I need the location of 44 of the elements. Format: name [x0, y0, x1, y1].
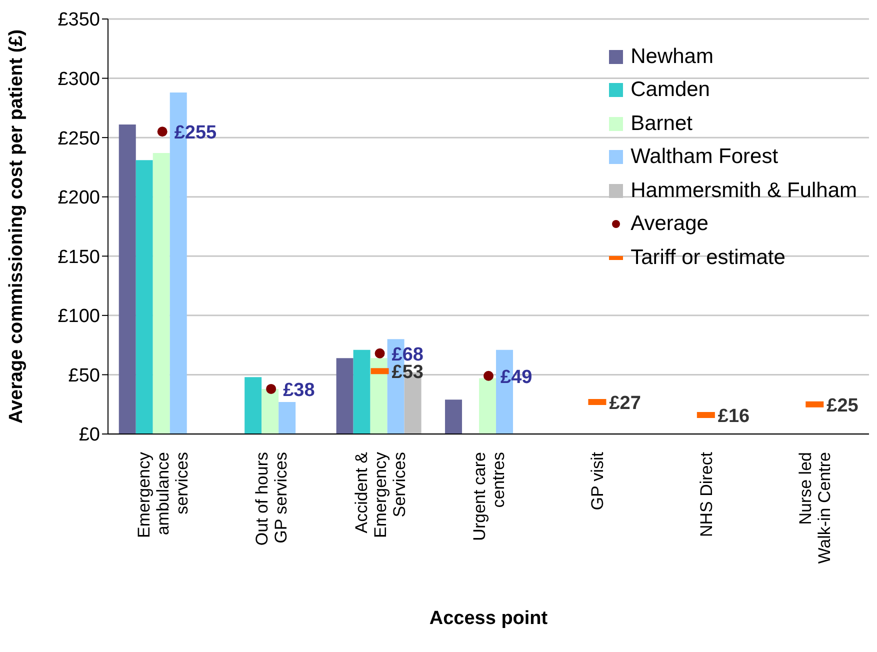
- legend-label: Hammersmith & Fulham: [630, 178, 857, 203]
- bar: [244, 377, 262, 434]
- data-label: £38: [283, 380, 315, 401]
- y-tick-label: £50: [68, 365, 100, 386]
- y-tick-label: £350: [58, 10, 100, 31]
- data-label: £27: [609, 392, 641, 414]
- point: [157, 126, 168, 137]
- x-axis-title: Access point: [429, 608, 548, 629]
- legend-label: Camden: [630, 78, 710, 102]
- bar: [479, 378, 496, 434]
- bar: [118, 124, 136, 434]
- data-label: £255: [174, 122, 218, 144]
- bar: [370, 358, 388, 434]
- x-tick-label: GP visit: [588, 452, 608, 510]
- legend-label: Tariff or estimate: [630, 246, 786, 270]
- legend-label: Average: [630, 212, 708, 236]
- point: [266, 384, 276, 394]
- x-tick-label: Urgent care centres: [470, 452, 508, 541]
- x-tick-label: NHS Direct: [696, 452, 716, 538]
- y-tick-label: £0: [78, 424, 100, 446]
- data-label: £25: [826, 395, 859, 416]
- bar: [336, 358, 354, 434]
- y-axis-title: Average commissioning cost per patient (£): [6, 29, 27, 424]
- bar: [278, 402, 296, 434]
- legend-label: Barnet: [630, 112, 692, 136]
- y-tick-label: £150: [58, 246, 100, 268]
- x-tick-label: Nurse led Walk-in Centre: [796, 452, 834, 564]
- legend-label: Newham: [630, 44, 714, 69]
- x-tick-label: Emergency ambulance services: [134, 452, 192, 538]
- y-tick-label: £200: [58, 188, 100, 209]
- bar: [152, 152, 170, 434]
- point: [374, 348, 385, 358]
- legend-label: Waltham Forest: [630, 145, 778, 170]
- bar: [262, 388, 279, 434]
- x-tick-label: Accident & Emergency Services: [352, 451, 409, 538]
- data-label: £49: [500, 366, 532, 388]
- bar: [353, 350, 370, 434]
- y-tick-label: £250: [58, 128, 100, 150]
- point: [484, 370, 494, 381]
- data-label: £16: [718, 406, 750, 428]
- y-tick-label: £100: [58, 306, 100, 328]
- bar: [445, 400, 462, 434]
- y-tick-label: £300: [58, 69, 100, 90]
- bar: [136, 160, 153, 434]
